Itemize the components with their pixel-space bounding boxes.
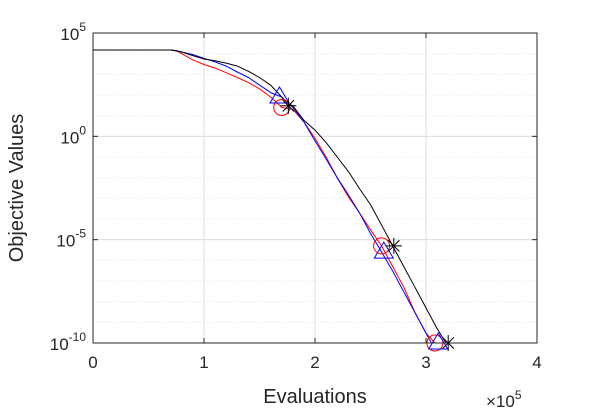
y-tick-label-exponent: -10 — [69, 330, 87, 344]
x-tick-label: 0 — [88, 353, 97, 372]
series-line — [93, 49, 438, 344]
y-tick-label-base: 10 — [60, 128, 79, 147]
x-axis-multiplier-base: ×10 — [486, 392, 515, 411]
series-line — [93, 49, 451, 344]
x-axis-multiplier: ×105 — [486, 388, 522, 411]
y-tick-label-exponent: 0 — [79, 123, 86, 137]
axis-ticks — [92, 32, 538, 344]
star-marker-stroke — [282, 99, 295, 112]
y-tick-label-base: 10 — [50, 335, 69, 354]
star-marker-stroke — [387, 239, 400, 252]
plot-series — [93, 49, 451, 344]
y-tick-label-base: 10 — [56, 232, 75, 251]
star-marker — [280, 97, 297, 114]
series-line — [93, 49, 438, 344]
y-tick-label: 105 — [60, 20, 86, 44]
triangle-marker — [373, 241, 395, 259]
y-tick-label-exponent: 5 — [79, 20, 86, 34]
y-tick-label: 100 — [60, 123, 86, 147]
triangle-marker — [427, 332, 449, 350]
x-axis-label: Evaluations — [263, 386, 366, 408]
y-tick-label-base: 10 — [60, 25, 79, 44]
x-tick-labels: 0 1 2 3 4 — [88, 353, 541, 372]
y-tick-label: 10-5 — [56, 227, 86, 251]
y-tick-label-exponent: -5 — [75, 227, 86, 241]
star-marker — [385, 237, 402, 254]
x-tick-label: 3 — [421, 353, 430, 372]
y-axis-label: Objective Values — [6, 114, 28, 263]
x-tick-label: 4 — [532, 353, 541, 372]
x-axis-multiplier-exponent: 5 — [515, 388, 522, 402]
x-tick-label: 2 — [310, 353, 319, 372]
grid-lines — [92, 32, 538, 344]
triangle-marker — [269, 86, 290, 104]
plot-markers — [269, 86, 457, 352]
y-tick-label: 10-10 — [50, 330, 87, 354]
x-tick-label: 1 — [199, 353, 208, 372]
